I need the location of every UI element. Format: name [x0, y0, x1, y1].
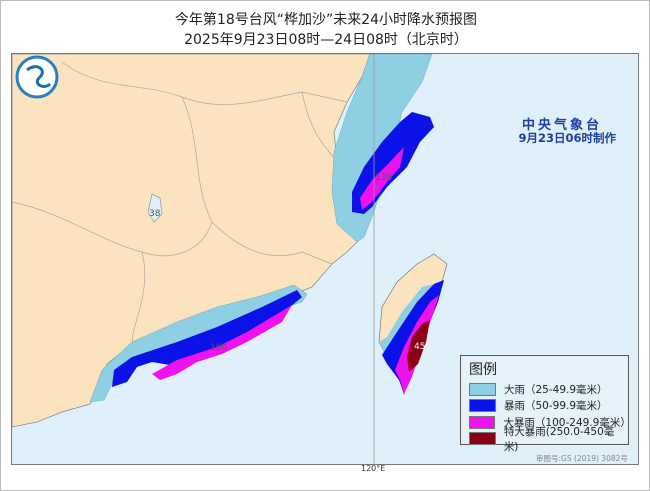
legend-label: 暴雨（50-99.9毫米）: [504, 400, 608, 413]
band-extreme-rainstorm-taiwan: [407, 320, 430, 372]
agency-name: 中央气象台: [521, 118, 602, 133]
legend-item: 特大暴雨(250.0-450毫米): [469, 426, 628, 453]
legend-item: 暴雨（50-99.9毫米）: [469, 398, 628, 415]
label-guangdong-max: 160: [210, 343, 227, 353]
label-inland: 38: [149, 209, 161, 219]
legend-title: 图例: [469, 362, 497, 378]
legend-swatch: [469, 415, 496, 429]
band-heavy-rainstorm-south: [152, 305, 292, 380]
legend-swatch: [469, 432, 496, 446]
band-rainstorm-south: [112, 290, 302, 387]
legend-label: 大暴雨（100-249.9毫米）: [503, 416, 631, 429]
longitude-label: 120°E: [361, 464, 386, 473]
map-subtitle: 2025年9月23日08时—24日08时（北京时）: [184, 32, 468, 48]
issue-time: 9月23日06时制作: [518, 131, 616, 145]
cma-logo: [15, 55, 59, 99]
legend-label: 大雨（25-49.9毫米）: [504, 383, 608, 396]
legend-swatch: [469, 382, 496, 396]
map-title: 今年第18号台风“桦加沙”未来24小时降水预报图: [174, 12, 478, 28]
legend-label: 特大暴雨(250.0-450毫米): [503, 425, 615, 453]
legend-item: 大雨（25-49.9毫米）: [469, 381, 628, 398]
legend-swatch: [469, 399, 496, 413]
legend-item: 大暴雨（100-249.9毫米）: [469, 414, 631, 431]
province-borders: [12, 61, 348, 345]
label-taiwan-max: 450: [414, 342, 431, 352]
lake: [147, 193, 163, 223]
band-heavy-rainstorm-east: [360, 147, 404, 210]
label-zhejiang-max: 138: [375, 173, 392, 183]
audit-number: 审图号:GS (2019) 3082号: [536, 454, 628, 463]
legend: 图例 大雨（25-49.9毫米） 暴雨（50-99.9毫米） 大暴雨（100-2…: [460, 355, 631, 453]
